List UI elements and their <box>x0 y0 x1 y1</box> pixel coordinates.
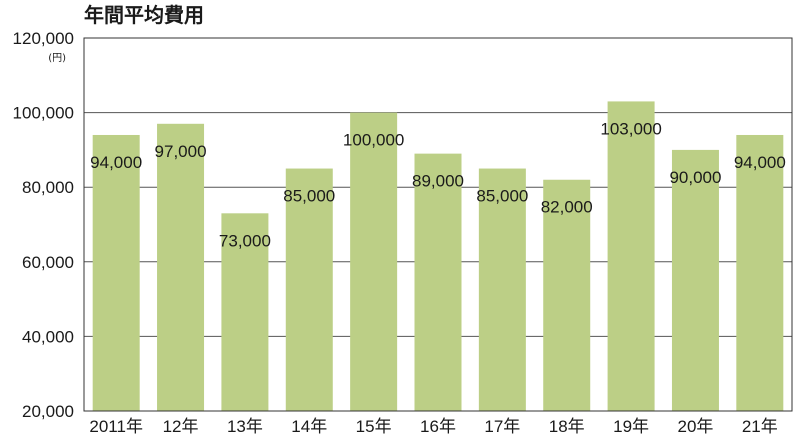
bar <box>478 168 526 411</box>
x-tick-label: 14年 <box>291 417 327 436</box>
bar <box>414 153 462 411</box>
bar <box>285 168 333 411</box>
data-label: 103,000 <box>600 119 661 138</box>
bar <box>543 179 591 411</box>
data-label: 97,000 <box>155 142 207 161</box>
data-label: 100,000 <box>343 131 404 150</box>
x-tick-label: 19年 <box>613 417 649 436</box>
data-label: 85,000 <box>476 187 528 206</box>
y-axis-ticks: 20,000 40,000 60,000 80,000 100,000 120,000 <box>13 29 74 421</box>
bar <box>736 134 784 412</box>
bar <box>92 134 140 412</box>
y-tick-label: 60,000 <box>22 253 74 272</box>
data-labels: 94,000 97,000 73,000 85,000 100,000 89,000 85,… <box>90 119 786 250</box>
data-label: 94,000 <box>90 153 142 172</box>
x-tick-label: 15年 <box>356 417 392 436</box>
data-label: 90,000 <box>669 168 721 187</box>
data-label: 94,000 <box>734 153 786 172</box>
x-tick-label: 17年 <box>484 417 520 436</box>
y-tick-label: 120,000 <box>13 29 74 48</box>
y-tick-label: 20,000 <box>22 402 74 421</box>
bars <box>92 101 784 412</box>
x-tick-label: 16年 <box>420 417 456 436</box>
bar <box>157 123 205 411</box>
x-tick-label: 2011年 <box>89 417 143 436</box>
bar <box>221 213 269 411</box>
data-label: 89,000 <box>412 172 464 191</box>
y-tick-label: 40,000 <box>22 327 74 346</box>
bar <box>671 149 719 411</box>
data-label: 82,000 <box>541 198 593 217</box>
bar <box>607 101 655 411</box>
x-tick-label: 21年 <box>742 417 778 436</box>
chart-title: 年間平均費用 <box>84 3 204 27</box>
data-label: 85,000 <box>283 187 335 206</box>
x-tick-label: 13年 <box>227 417 263 436</box>
x-tick-label: 18年 <box>549 417 585 436</box>
data-label: 73,000 <box>219 231 271 250</box>
x-axis-ticks: 2011年 12年 13年 14年 15年 16年 17年 18年 19年 20年 21年 <box>89 417 777 436</box>
y-unit-label: (円) <box>48 53 66 64</box>
x-tick-label: 20年 <box>677 417 713 436</box>
x-tick-label: 12年 <box>163 417 199 436</box>
plot-frame <box>83 37 793 412</box>
y-tick-label: 100,000 <box>13 104 74 123</box>
bar <box>350 112 398 411</box>
y-tick-label: 80,000 <box>22 178 74 197</box>
